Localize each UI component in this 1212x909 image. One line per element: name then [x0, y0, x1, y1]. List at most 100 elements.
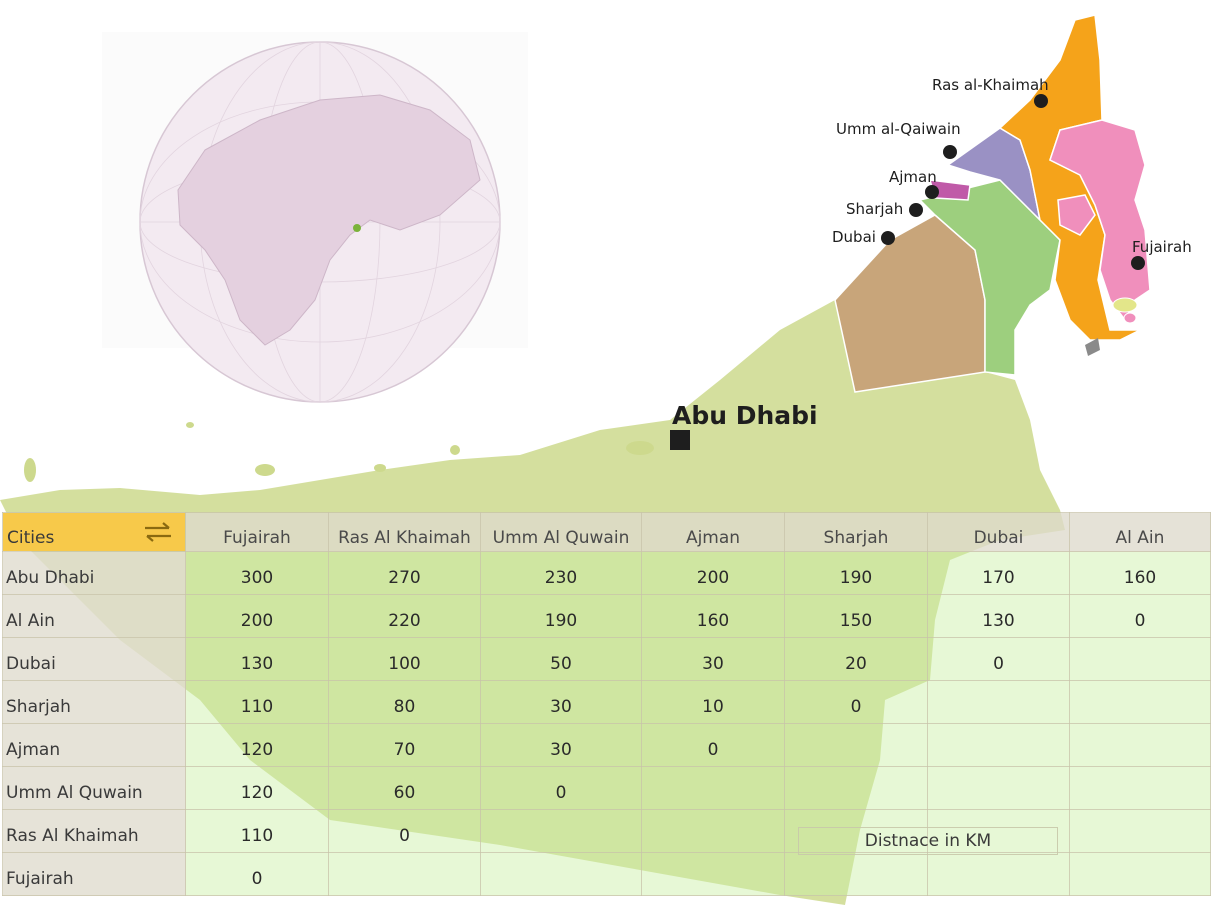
table-cell: 200: [185, 594, 329, 638]
marker-ras-al-khaimah: [1034, 94, 1048, 108]
table-cell: [927, 809, 1070, 853]
table-cell: [784, 723, 928, 767]
table-cell: 110: [185, 809, 329, 853]
row-header: Al Ain: [2, 594, 186, 638]
islands: [24, 422, 654, 482]
table-cell: 130: [927, 594, 1070, 638]
table-cell: [480, 809, 642, 853]
label-sharjah: Sharjah: [846, 200, 903, 218]
table-cell: 80: [328, 680, 481, 724]
row-header: Umm Al Quwain: [2, 766, 186, 810]
table-cell: 150: [784, 594, 928, 638]
table-cell: [1069, 637, 1211, 681]
label-dubai: Dubai: [832, 228, 876, 246]
table-cell: 120: [185, 723, 329, 767]
table-cell: 0: [185, 852, 329, 896]
table-cell: [784, 766, 928, 810]
table-cell: 170: [927, 551, 1070, 595]
column-header: Ajman: [641, 512, 785, 552]
table-cell: 190: [784, 551, 928, 595]
table-cell: 300: [185, 551, 329, 595]
marker-umm-al-qaiwain: [943, 145, 957, 159]
uae-highlight-icon: [353, 224, 361, 232]
region-fujairah-enclave: [1057, 194, 1096, 236]
table-cell: 0: [927, 637, 1070, 681]
table-cell: 30: [480, 723, 642, 767]
table-row: Umm Al Quwain 120 60 0: [2, 766, 1211, 810]
table-cell: 190: [480, 594, 642, 638]
table-cell: 10: [641, 680, 785, 724]
table-cell: [1069, 809, 1211, 853]
table-cell: 100: [328, 637, 481, 681]
table-cell: 230: [480, 551, 642, 595]
table-cell: [927, 680, 1070, 724]
corner-label: Cities: [7, 528, 55, 548]
table-cell: 0: [784, 680, 928, 724]
label-ras-al-khaimah: Ras al-Khaimah: [932, 76, 1049, 94]
table-cell: [641, 809, 785, 853]
label-umm-al-qaiwain: Umm al-Qaiwain: [836, 120, 961, 138]
table-cell: [927, 723, 1070, 767]
table-cell: [927, 852, 1070, 896]
table-cell: 0: [641, 723, 785, 767]
table-cell: 50: [480, 637, 642, 681]
table-cell: [328, 852, 481, 896]
table-cell: [641, 852, 785, 896]
table-cell: 0: [1069, 594, 1211, 638]
marker-sharjah: [909, 203, 923, 217]
table-row: Abu Dhabi 300 270 230 200 190 170 160: [2, 551, 1211, 595]
row-header: Ajman: [2, 723, 186, 767]
column-header: Al Ain: [1069, 512, 1211, 552]
distance-table: Cities Fujairah Ras Al Khaimah Umm Al Qu…: [2, 512, 1211, 896]
table-cell: [784, 852, 928, 896]
marker-dubai: [881, 231, 895, 245]
table-cell: [1069, 852, 1211, 896]
table-cell: 0: [480, 766, 642, 810]
table-cell: 0: [328, 809, 481, 853]
table-cell: 220: [328, 594, 481, 638]
table-cell: 60: [328, 766, 481, 810]
table-row: Fujairah 0: [2, 852, 1211, 896]
table-cell: 270: [328, 551, 481, 595]
column-header: Dubai: [927, 512, 1070, 552]
column-header: Umm Al Quwain: [480, 512, 642, 552]
table-cell: 160: [641, 594, 785, 638]
label-fujairah: Fujairah: [1132, 238, 1192, 256]
globe-inset: [102, 32, 528, 403]
column-header: Fujairah: [185, 512, 329, 552]
swap-icon[interactable]: [143, 522, 173, 542]
table-cell: 200: [641, 551, 785, 595]
row-header: Sharjah: [2, 680, 186, 724]
column-header: Ras Al Khaimah: [328, 512, 481, 552]
table-cell: [480, 852, 642, 896]
label-abu-dhabi: Abu Dhabi: [672, 401, 818, 430]
table-row: Sharjah 110 80 30 10 0: [2, 680, 1211, 724]
table-cell: 110: [185, 680, 329, 724]
row-header: Dubai: [2, 637, 186, 681]
marker-fujairah: [1131, 256, 1145, 270]
table-cell: [1069, 766, 1211, 810]
marker-abu-dhabi: [670, 430, 690, 450]
table-cell: [1069, 680, 1211, 724]
table-row: Ajman 120 70 30 0: [2, 723, 1211, 767]
table-cell: 130: [185, 637, 329, 681]
table-cell: 30: [480, 680, 642, 724]
table-row: Dubai 130 100 50 30 20 0: [2, 637, 1211, 681]
table-row: Al Ain 200 220 190 160 150 130 0: [2, 594, 1211, 638]
city-markers: [670, 94, 1145, 450]
table-cell: [1069, 723, 1211, 767]
corner-cell: Cities: [2, 512, 186, 552]
row-header: Abu Dhabi: [2, 551, 186, 595]
table-cell: 70: [328, 723, 481, 767]
table-cell: [641, 766, 785, 810]
distance-legend: Distnace in KM: [798, 827, 1058, 855]
table-cell: 120: [185, 766, 329, 810]
table-header-row: Cities Fujairah Ras Al Khaimah Umm Al Qu…: [2, 512, 1211, 552]
table-cell: 160: [1069, 551, 1211, 595]
label-ajman: Ajman: [889, 168, 937, 186]
table-row: Ras Al Khaimah 110 0: [2, 809, 1211, 853]
column-header: Sharjah: [784, 512, 928, 552]
row-header: Fujairah: [2, 852, 186, 896]
row-header: Ras Al Khaimah: [2, 809, 186, 853]
marker-ajman: [925, 185, 939, 199]
